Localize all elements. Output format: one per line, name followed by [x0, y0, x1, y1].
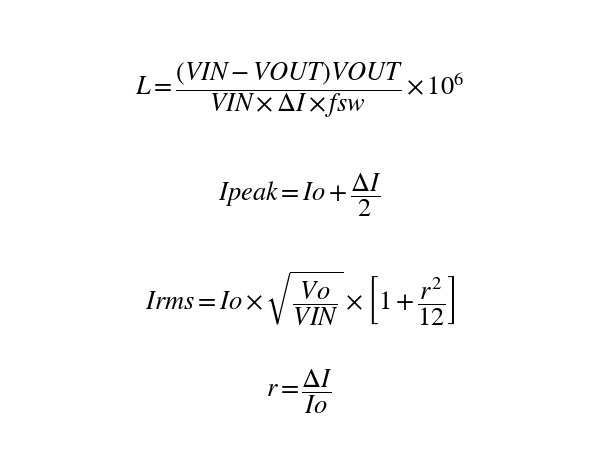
- Text: $Ipeak = Io + \dfrac{\Delta I}{2}$: $Ipeak = Io + \dfrac{\Delta I}{2}$: [218, 172, 382, 219]
- Text: $Irms = Io \times \sqrt{\dfrac{Vo}{VIN}} \times \left[1 + \dfrac{r^{2}}{12}\righ: $Irms = Io \times \sqrt{\dfrac{Vo}{VIN}}…: [145, 270, 455, 329]
- Text: $L = \dfrac{(VIN - VOUT)VOUT}{VIN \times \Delta I \times fsw} \times 10^{6}$: $L = \dfrac{(VIN - VOUT)VOUT}{VIN \times…: [136, 60, 464, 120]
- Text: $r = \dfrac{\Delta I}{Io}$: $r = \dfrac{\Delta I}{Io}$: [266, 367, 334, 416]
